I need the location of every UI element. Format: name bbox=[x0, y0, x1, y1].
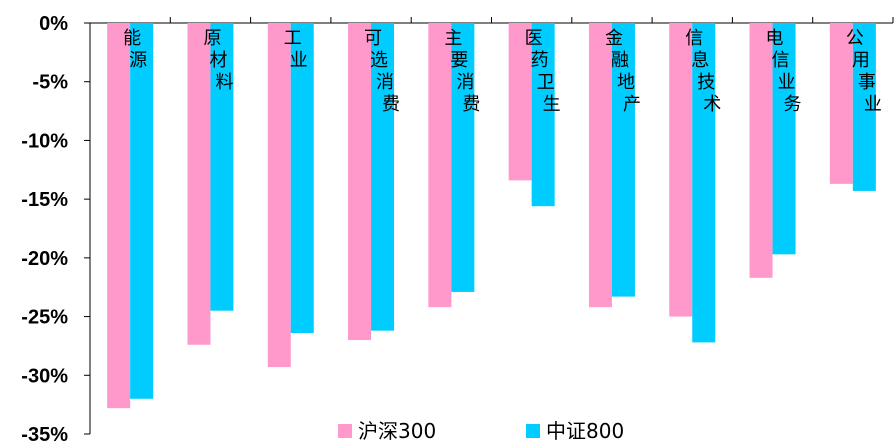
y-tick-label: -20% bbox=[21, 248, 68, 270]
bar-series2-9 bbox=[852, 23, 876, 191]
bar-series1-6 bbox=[588, 23, 612, 308]
category-label-char: 消 bbox=[376, 72, 394, 93]
category-label-char: 业 bbox=[290, 50, 308, 71]
category-label-char: 生 bbox=[543, 94, 561, 115]
category-label-char: 消 bbox=[456, 72, 474, 93]
category-label: 原材料 bbox=[203, 28, 233, 93]
category-label-char: 原 bbox=[203, 28, 221, 49]
category-label-char: 可 bbox=[364, 28, 382, 49]
category-label-char: 融 bbox=[611, 50, 629, 71]
bar-series1-3 bbox=[348, 23, 372, 341]
category-label-char: 能 bbox=[123, 28, 141, 49]
category-label-char: 信 bbox=[772, 50, 790, 71]
category-label-char: 药 bbox=[531, 50, 549, 71]
bar-series2-4 bbox=[451, 23, 475, 292]
bar-series2-0 bbox=[130, 23, 154, 399]
legend: 沪深300 中证800 bbox=[338, 419, 624, 443]
bar-series2-5 bbox=[531, 23, 555, 207]
category-label-char: 信 bbox=[685, 28, 703, 49]
category-label-char: 费 bbox=[462, 94, 480, 115]
category-label: 工业 bbox=[284, 28, 308, 71]
y-tick-label: -10% bbox=[21, 130, 68, 152]
category-label-char: 事 bbox=[858, 72, 876, 93]
bars bbox=[107, 23, 876, 409]
y-tick-label: -15% bbox=[21, 189, 68, 211]
category-label-char: 源 bbox=[129, 50, 147, 71]
bar-series1-8 bbox=[749, 23, 773, 278]
category-label: 能源 bbox=[123, 28, 147, 71]
bar-series2-2 bbox=[290, 23, 314, 334]
legend-swatch bbox=[526, 424, 540, 438]
legend-swatch bbox=[338, 424, 352, 438]
category-label-char: 工 bbox=[284, 28, 302, 49]
category-label-char: 材 bbox=[209, 50, 227, 71]
category-label-char: 金 bbox=[605, 28, 623, 49]
y-tick-label: -5% bbox=[32, 72, 68, 94]
category-label-char: 用 bbox=[852, 50, 870, 71]
bar-series2-7 bbox=[692, 23, 716, 343]
category-label-char: 业 bbox=[778, 72, 796, 93]
legend-label: 沪深300 bbox=[358, 419, 436, 443]
legend-label: 中证800 bbox=[546, 419, 624, 443]
bar-series2-6 bbox=[611, 23, 635, 297]
category-label-char: 术 bbox=[703, 94, 721, 115]
bar-series1-7 bbox=[669, 23, 693, 317]
bar-series1-5 bbox=[508, 23, 532, 181]
category-label-char: 费 bbox=[382, 94, 400, 115]
bar-series1-0 bbox=[107, 23, 131, 409]
category-label-char: 要 bbox=[450, 50, 468, 71]
bar-series2-8 bbox=[772, 23, 796, 255]
category-label-char: 公 bbox=[846, 28, 864, 49]
category-label-char: 卫 bbox=[537, 72, 555, 93]
category-label-char: 业 bbox=[864, 94, 882, 115]
category-label-char: 地 bbox=[617, 72, 635, 93]
bar-series1-1 bbox=[187, 23, 211, 345]
bar-series1-2 bbox=[267, 23, 291, 368]
bar-series1-4 bbox=[428, 23, 452, 308]
category-label-char: 产 bbox=[623, 94, 641, 115]
y-tick-label: -25% bbox=[21, 307, 68, 329]
category-label-char: 选 bbox=[370, 50, 388, 71]
category-label-char: 务 bbox=[784, 94, 802, 115]
y-tick-label: -30% bbox=[21, 365, 68, 387]
bar-series2-3 bbox=[371, 23, 395, 331]
category-label-char: 息 bbox=[691, 50, 709, 71]
bar-series1-9 bbox=[829, 23, 853, 184]
category-label-char: 主 bbox=[444, 28, 462, 49]
category-label-char: 技 bbox=[697, 72, 715, 93]
y-tick-label: -35% bbox=[21, 424, 68, 444]
bar-series2-1 bbox=[210, 23, 234, 311]
y-tick-label: 0% bbox=[39, 13, 68, 35]
category-label-char: 料 bbox=[215, 72, 233, 93]
category-label-char: 电 bbox=[766, 28, 784, 49]
y-axis-tick-labels: 0% -5% -10% -15% -20% -25% -30% -35% bbox=[21, 13, 68, 444]
category-label-char: 医 bbox=[525, 28, 543, 49]
